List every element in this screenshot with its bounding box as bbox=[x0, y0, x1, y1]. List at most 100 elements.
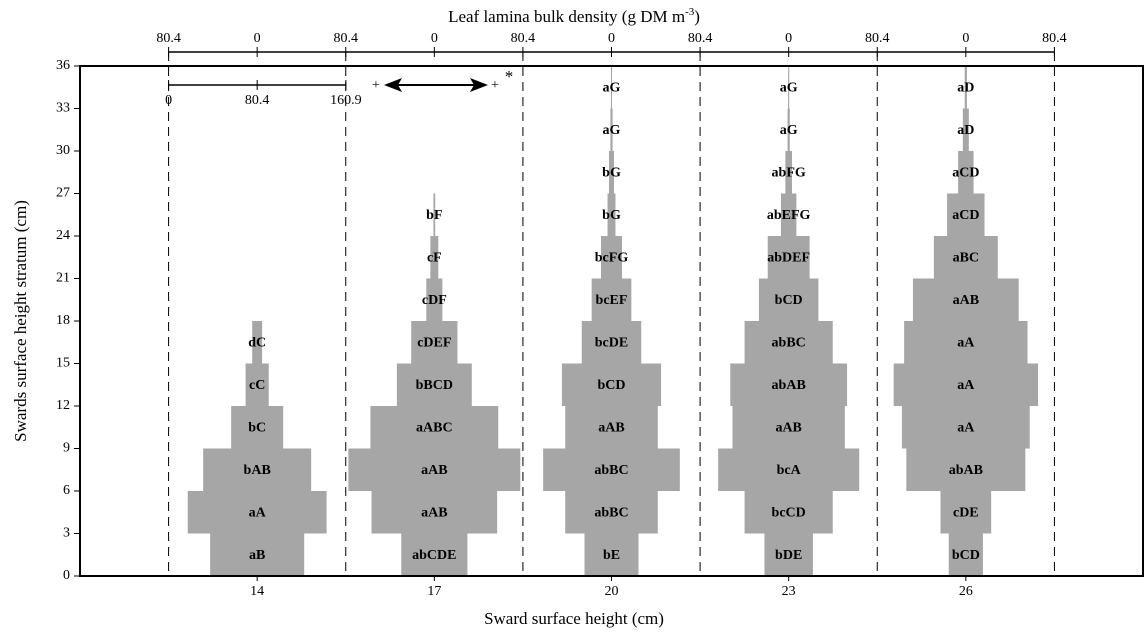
title-part: ) bbox=[694, 7, 700, 26]
bar-label: bCD bbox=[597, 378, 625, 393]
top-tick-label: 80.4 bbox=[334, 31, 359, 46]
bar-label: aA bbox=[249, 505, 267, 520]
bar bbox=[758, 278, 819, 321]
bar bbox=[426, 278, 443, 321]
bar bbox=[252, 321, 263, 364]
bar-label: cDEF bbox=[417, 335, 451, 350]
bar-label: bCD bbox=[775, 293, 803, 308]
y-axis-title: Swards surface height stratum (cm) bbox=[11, 200, 30, 442]
bar bbox=[231, 406, 284, 449]
bar-label: bBCD bbox=[416, 378, 453, 393]
bar-label: aAB bbox=[953, 293, 979, 308]
arrow-label: + bbox=[372, 78, 380, 93]
bar-label: abDEF bbox=[767, 250, 810, 265]
bar-label: abEFG bbox=[767, 208, 811, 223]
y-tick-label: 18 bbox=[56, 313, 70, 328]
y-tick-label: 9 bbox=[63, 441, 70, 456]
bar bbox=[744, 491, 833, 534]
bar bbox=[964, 66, 967, 109]
top-axis-title: Leaf lamina bulk density (g DM m-3) bbox=[448, 6, 700, 26]
bar-label: aCD bbox=[952, 165, 979, 180]
bar bbox=[581, 321, 642, 364]
bar bbox=[718, 448, 860, 491]
bar-label: aAB bbox=[421, 463, 447, 478]
bar bbox=[411, 321, 458, 364]
bar bbox=[396, 363, 472, 406]
y-tick-label: 0 bbox=[63, 568, 70, 583]
bar bbox=[210, 533, 305, 576]
bar-label: aG bbox=[603, 123, 621, 138]
bar bbox=[401, 533, 468, 576]
bar-label: abBC bbox=[772, 335, 806, 350]
bar-label: bcFG bbox=[595, 250, 629, 265]
top-tick-label: 80.4 bbox=[1042, 31, 1067, 46]
bar-label: aG bbox=[603, 80, 621, 95]
bar-label: cDF bbox=[422, 293, 447, 308]
bar-label: aAB bbox=[775, 420, 801, 435]
x-tick-label: 17 bbox=[427, 584, 441, 599]
bar-label: bG bbox=[602, 165, 621, 180]
x-tick-label: 20 bbox=[605, 584, 619, 599]
y-tick-label: 30 bbox=[56, 143, 70, 158]
bar bbox=[787, 108, 790, 151]
top-tick-label: 80.4 bbox=[688, 31, 713, 46]
bar-label: aD bbox=[957, 123, 974, 138]
bar-label: aABC bbox=[416, 420, 453, 435]
scale-label: 0 bbox=[165, 93, 172, 108]
bar bbox=[565, 406, 658, 449]
y-tick-label: 24 bbox=[56, 228, 70, 243]
bar-label: abCDE bbox=[412, 548, 456, 563]
bar-label: aD bbox=[957, 80, 974, 95]
bar-label: dC bbox=[248, 335, 266, 350]
bar-label: abBC bbox=[594, 463, 628, 478]
bar bbox=[591, 278, 632, 321]
bar-label: aAB bbox=[421, 505, 447, 520]
scale-label: 80.4 bbox=[245, 93, 270, 108]
bar bbox=[245, 363, 269, 406]
bar bbox=[940, 491, 992, 534]
top-tick-label: 0 bbox=[608, 31, 615, 46]
bar bbox=[785, 151, 792, 194]
bar bbox=[767, 236, 810, 279]
top-tick-label: 80.4 bbox=[156, 31, 181, 46]
bar-label: abAB bbox=[772, 378, 806, 393]
bar bbox=[732, 406, 845, 449]
x-tick-label: 23 bbox=[782, 584, 796, 599]
bar-label: aBC bbox=[953, 250, 979, 265]
x-axis-title: Sward surface height (cm) bbox=[484, 609, 664, 628]
y-tick-label: 33 bbox=[56, 101, 70, 116]
bar-label: bcA bbox=[777, 463, 802, 478]
bar-label: bF bbox=[426, 208, 442, 223]
bar-label: cDE bbox=[953, 505, 979, 520]
bar bbox=[788, 66, 790, 109]
bar-label: bC bbox=[248, 420, 266, 435]
arrow-label: + bbox=[491, 78, 499, 93]
bar-label: cC bbox=[249, 378, 265, 393]
bar-label: bG bbox=[602, 208, 621, 223]
bar bbox=[780, 193, 797, 236]
bar bbox=[906, 448, 1026, 491]
bar bbox=[948, 533, 983, 576]
top-tick-label: 80.4 bbox=[511, 31, 536, 46]
title-sup: -3 bbox=[685, 6, 695, 18]
bar-label: bDE bbox=[775, 548, 802, 563]
bar-label: bcDE bbox=[595, 335, 628, 350]
bar-label: aG bbox=[780, 80, 798, 95]
top-tick-label: 0 bbox=[254, 31, 261, 46]
bar-label: bE bbox=[603, 548, 620, 563]
bar-label: bCD bbox=[952, 548, 980, 563]
bar-label: aA bbox=[957, 335, 975, 350]
y-tick-label: 12 bbox=[56, 398, 70, 413]
bar bbox=[904, 321, 1028, 364]
scale-label: 160.9 bbox=[330, 93, 362, 108]
bar bbox=[203, 448, 312, 491]
bar bbox=[933, 236, 998, 279]
y-tick-label: 36 bbox=[56, 58, 70, 73]
bar bbox=[610, 66, 613, 109]
bar-label: bcEF bbox=[596, 293, 628, 308]
bar bbox=[947, 193, 985, 236]
bar bbox=[608, 151, 615, 194]
bar bbox=[430, 236, 439, 279]
y-tick-label: 15 bbox=[56, 356, 70, 371]
